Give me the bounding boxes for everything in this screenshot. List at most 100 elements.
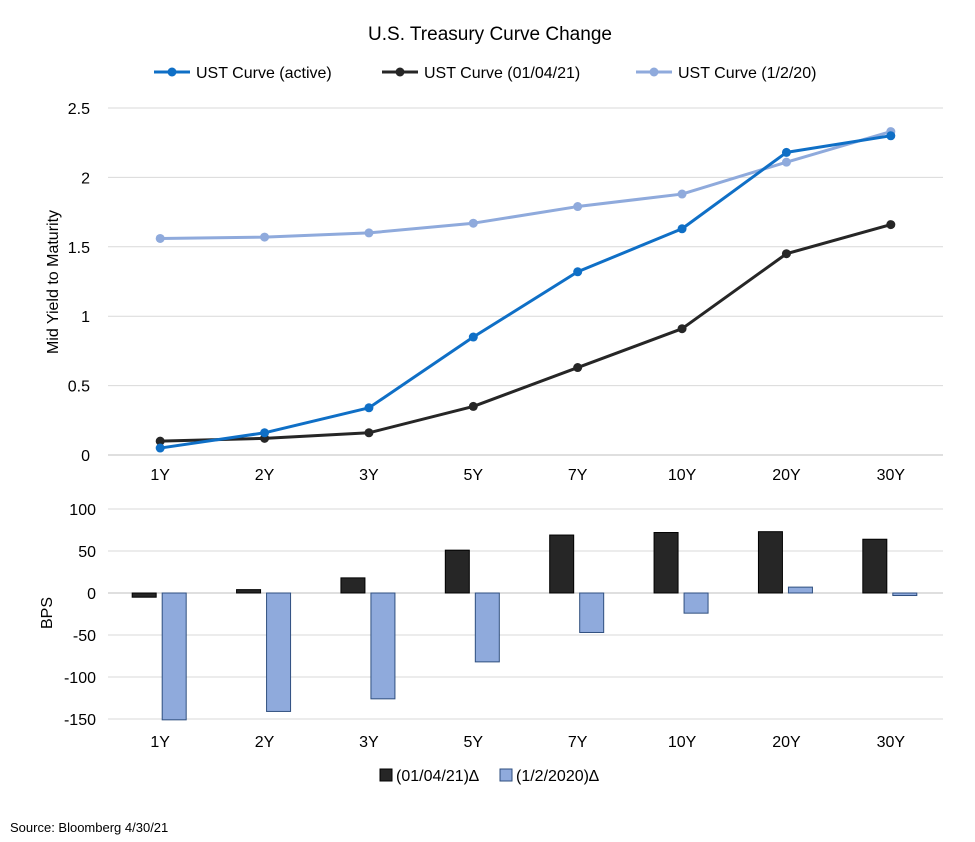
line-series-0 bbox=[155, 131, 896, 453]
line-chart-y-tick-label: 1.5 bbox=[68, 240, 90, 257]
bar-chart-gridlines bbox=[108, 508, 943, 720]
bar-chart-bars bbox=[131, 531, 918, 721]
legend-item-1: UST Curve (01/04/21) bbox=[382, 65, 580, 82]
bar-chart-x-tick-label: 10Y bbox=[668, 734, 697, 751]
bar-chart-y-ticks: -150 -100 -50 0 50 100 bbox=[64, 502, 96, 729]
line-chart-x-ticks: 1Y 2Y 3Y 5Y 7Y 10Y 20Y 30Y bbox=[150, 467, 905, 484]
bar-legend-item-0: (01/04/21)∆ bbox=[379, 768, 479, 785]
bar-series-1 bbox=[161, 586, 918, 721]
data-point bbox=[886, 131, 896, 141]
legend-item-0: UST Curve (active) bbox=[154, 65, 332, 82]
legend-marker bbox=[395, 67, 405, 77]
legend-item-2: UST Curve (1/2/20) bbox=[636, 65, 816, 82]
legend-label: UST Curve (01/04/21) bbox=[424, 65, 580, 82]
line-chart-y-tick-label: 2.5 bbox=[68, 101, 90, 118]
bar bbox=[653, 532, 679, 594]
line-chart-y-tick-label: 2 bbox=[81, 170, 90, 187]
bar bbox=[161, 592, 187, 721]
bar-chart-x-ticks: 1Y 2Y 3Y 5Y 7Y 10Y 20Y 30Y bbox=[150, 734, 905, 751]
line-chart-y-tick-label: 1 bbox=[81, 309, 90, 326]
data-point bbox=[155, 233, 165, 243]
line-chart-series bbox=[155, 127, 896, 453]
line-chart-x-tick-label: 1Y bbox=[150, 467, 170, 484]
line-chart-legend: UST Curve (active) UST Curve (01/04/21) US… bbox=[154, 65, 816, 82]
bar-chart-y-tick-label: 0 bbox=[87, 586, 96, 603]
bar-chart-x-tick-label: 30Y bbox=[877, 734, 906, 751]
data-point bbox=[781, 147, 791, 157]
bar bbox=[757, 531, 783, 594]
data-point bbox=[260, 428, 270, 438]
bar-chart-x-tick-label: 1Y bbox=[150, 734, 170, 751]
data-point bbox=[573, 267, 583, 277]
line-chart-x-tick-label: 5Y bbox=[464, 467, 484, 484]
bar-chart-y-tick-label: -100 bbox=[64, 670, 96, 687]
bar-chart-x-tick-label: 5Y bbox=[464, 734, 484, 751]
data-point bbox=[573, 202, 583, 212]
series-line bbox=[160, 130, 892, 240]
bar-chart-x-tick-label: 2Y bbox=[255, 734, 275, 751]
line-chart-x-tick-label: 20Y bbox=[772, 467, 801, 484]
data-point bbox=[155, 436, 165, 446]
source-note: Source: Bloomberg 4/30/21 bbox=[10, 820, 168, 835]
legend-swatch bbox=[379, 768, 393, 782]
data-point bbox=[677, 189, 687, 199]
bar bbox=[787, 586, 813, 594]
bar bbox=[370, 592, 396, 700]
bar bbox=[444, 549, 470, 594]
data-point bbox=[364, 428, 374, 438]
line-chart-y-tick-label: 0 bbox=[81, 448, 90, 465]
data-point bbox=[886, 220, 896, 230]
data-point bbox=[573, 363, 583, 373]
bar bbox=[131, 592, 157, 598]
bar-chart-x-tick-label: 7Y bbox=[568, 734, 588, 751]
line-chart-y-ticks: 0 0.5 1 1.5 2 2.5 bbox=[68, 101, 90, 465]
data-point bbox=[677, 224, 687, 234]
series-line bbox=[159, 134, 892, 450]
data-point bbox=[781, 249, 791, 259]
line-chart-x-tick-label: 3Y bbox=[359, 467, 379, 484]
bar bbox=[579, 592, 605, 633]
bar bbox=[474, 592, 500, 663]
line-series-2 bbox=[155, 127, 896, 243]
bar-chart-y-tick-label: 100 bbox=[69, 502, 96, 519]
legend-marker bbox=[167, 67, 177, 77]
line-chart-x-tick-label: 2Y bbox=[255, 467, 275, 484]
line-chart-y-axis-label: Mid Yield to Maturity bbox=[45, 210, 62, 354]
data-point bbox=[364, 228, 374, 238]
bar bbox=[549, 534, 575, 594]
data-point bbox=[468, 401, 478, 411]
bar-chart-y-tick-label: 50 bbox=[78, 544, 96, 561]
data-point bbox=[677, 324, 687, 334]
data-point bbox=[468, 332, 478, 342]
bar bbox=[862, 538, 888, 594]
bar-series-0 bbox=[131, 531, 888, 598]
line-chart-x-tick-label: 30Y bbox=[877, 467, 906, 484]
bar-chart-y-axis-label: BPS bbox=[39, 597, 56, 629]
data-point bbox=[468, 218, 478, 228]
bar-chart-x-tick-label: 3Y bbox=[359, 734, 379, 751]
bar bbox=[683, 592, 709, 614]
data-point bbox=[364, 403, 374, 413]
bar bbox=[340, 577, 366, 594]
legend-swatch bbox=[499, 768, 513, 782]
series-line bbox=[160, 223, 892, 443]
bar-chart-y-tick-label: -150 bbox=[64, 712, 96, 729]
line-chart-x-tick-label: 10Y bbox=[668, 467, 697, 484]
data-point bbox=[781, 157, 791, 167]
bar bbox=[892, 592, 918, 597]
legend-label: UST Curve (1/2/20) bbox=[678, 65, 816, 82]
line-series-1 bbox=[155, 220, 896, 446]
legend-label: UST Curve (active) bbox=[196, 65, 332, 82]
bar bbox=[266, 592, 292, 712]
line-chart-gridlines bbox=[108, 107, 943, 456]
line-chart-x-tick-label: 7Y bbox=[568, 467, 588, 484]
data-point bbox=[260, 232, 270, 242]
bar-chart-x-tick-label: 20Y bbox=[772, 734, 801, 751]
bar bbox=[236, 589, 262, 594]
bar-chart-y-tick-label: -50 bbox=[73, 628, 96, 645]
legend-label: (01/04/21)∆ bbox=[396, 768, 479, 785]
legend-label: (1/2/2020)∆ bbox=[516, 768, 599, 785]
data-point bbox=[155, 443, 165, 453]
bar-legend-item-1: (1/2/2020)∆ bbox=[499, 768, 599, 785]
